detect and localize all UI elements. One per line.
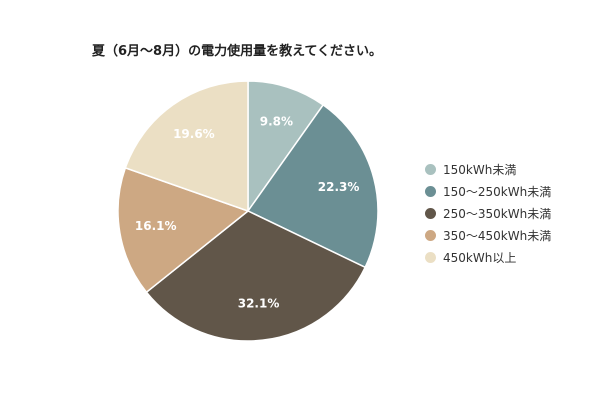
legend-item-5[interactable]: 450kWh以上 — [425, 246, 551, 268]
legend-label-4: 350～450kWh未満 — [443, 228, 552, 243]
legend-swatch-2 — [425, 185, 436, 197]
pie-slice-2[interactable] — [246, 103, 379, 269]
pie-slice-5[interactable] — [124, 80, 249, 213]
legend-swatch-4 — [425, 229, 436, 241]
chart-legend: 150kWh未満 150～250kWh未満 250～350kWh未満 350～450k… — [425, 158, 551, 268]
legend-label-3: 250～350kWh未満 — [443, 206, 552, 221]
legend-swatch-5 — [425, 251, 436, 263]
legend-item-4[interactable]: 350～450kWh未満 — [425, 224, 551, 246]
pie-data-labels: 9.8% 22.3% 32.1% 16.1% 19.6% — [135, 114, 360, 310]
pie-slice-4[interactable] — [117, 166, 250, 294]
legend-label-1: 150kWh未満 — [443, 162, 517, 177]
legend-label-5: 450kWh以上 — [443, 250, 517, 265]
pie-data-label-4: 16.1% — [135, 219, 177, 233]
pie-slice-1[interactable] — [247, 80, 325, 214]
legend-item-2[interactable]: 150～250kWh未満 — [425, 180, 551, 202]
pie-data-label-1: 9.8% — [260, 114, 293, 128]
chart-title: 夏（6月～8月）の電力使用量を教えてください。 — [92, 44, 383, 59]
pie-data-label-2: 22.3% — [318, 180, 360, 194]
pie-data-label-3: 32.1% — [238, 297, 280, 311]
legend-swatch-1 — [425, 163, 436, 175]
pie-slice-3[interactable] — [145, 210, 367, 342]
pie-data-label-5: 19.6% — [173, 127, 215, 141]
pie-slices — [117, 80, 379, 342]
legend-item-1[interactable]: 150kWh未満 — [425, 158, 551, 180]
legend-swatch-3 — [425, 207, 436, 219]
legend-label-2: 150～250kWh未満 — [443, 184, 552, 199]
legend-item-3[interactable]: 250～350kWh未満 — [425, 202, 551, 224]
